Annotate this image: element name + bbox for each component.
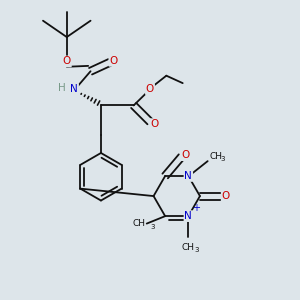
Text: +: + [192, 203, 200, 213]
Text: O: O [222, 191, 230, 201]
Text: CH: CH [132, 219, 145, 228]
Text: O: O [63, 56, 71, 66]
Text: O: O [109, 56, 118, 66]
Text: 3: 3 [151, 224, 155, 230]
Text: CH: CH [209, 152, 222, 161]
Text: 3: 3 [220, 156, 225, 162]
Text: O: O [146, 84, 154, 94]
Text: N: N [184, 171, 192, 181]
Text: CH: CH [182, 244, 195, 253]
Text: N: N [70, 84, 78, 94]
Text: O: O [150, 119, 159, 129]
Text: N: N [184, 211, 192, 221]
Text: 3: 3 [194, 248, 199, 254]
Text: O: O [181, 150, 189, 160]
Text: H: H [58, 83, 66, 94]
